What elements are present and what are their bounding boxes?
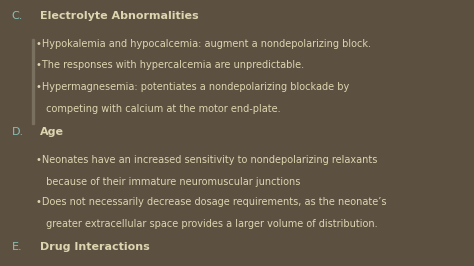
Text: Age: Age: [40, 127, 64, 137]
Text: Drug Interactions: Drug Interactions: [40, 242, 150, 252]
Text: •Hypermagnesemia: potentiates a nondepolarizing blockade by: •Hypermagnesemia: potentiates a nondepol…: [36, 82, 349, 92]
Text: because of their immature neuromuscular junctions: because of their immature neuromuscular …: [43, 177, 300, 187]
Text: E.: E.: [12, 242, 22, 252]
Text: •Neonates have an increased sensitivity to nondepolarizing relaxants: •Neonates have an increased sensitivity …: [36, 155, 377, 165]
Text: •Does not necessarily decrease dosage requirements, as the neonate’s: •Does not necessarily decrease dosage re…: [36, 197, 386, 207]
Text: Electrolyte Abnormalities: Electrolyte Abnormalities: [40, 11, 199, 21]
Text: C.: C.: [12, 11, 23, 21]
Text: competing with calcium at the motor end-plate.: competing with calcium at the motor end-…: [43, 104, 280, 114]
Text: D.: D.: [12, 127, 24, 137]
Bar: [32, 39, 34, 124]
Text: •Hypokalemia and hypocalcemia: augment a nondepolarizing block.: •Hypokalemia and hypocalcemia: augment a…: [36, 39, 371, 49]
Text: greater extracellular space provides a larger volume of distribution.: greater extracellular space provides a l…: [43, 219, 377, 229]
Text: •The responses with hypercalcemia are unpredictable.: •The responses with hypercalcemia are un…: [36, 60, 304, 70]
